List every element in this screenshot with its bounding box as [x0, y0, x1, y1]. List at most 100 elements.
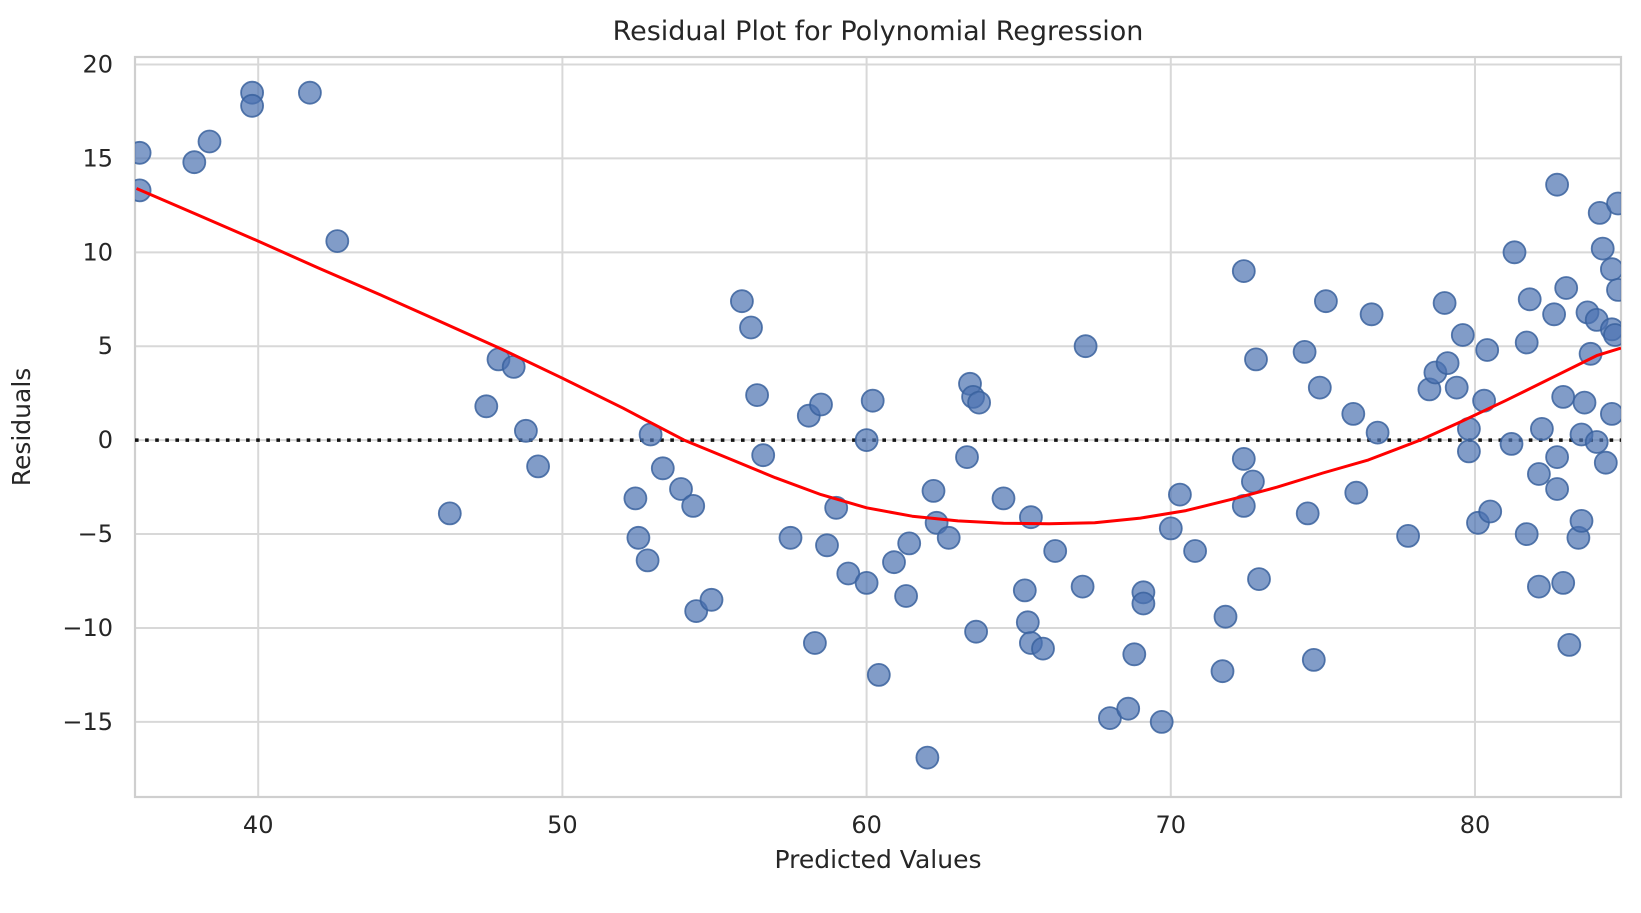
- scatter-point: [1502, 240, 1527, 265]
- scatter-point: [1545, 172, 1569, 197]
- y-tick-label-5: 5: [98, 332, 113, 360]
- scatter-point: [1584, 430, 1609, 454]
- scatter-point: [650, 456, 675, 481]
- scatter-point: [894, 584, 918, 608]
- scatter-point: [135, 140, 152, 165]
- scatter-point: [1365, 420, 1390, 445]
- scatter-point: [1122, 642, 1147, 667]
- y-tick-label-20: 20: [82, 51, 113, 79]
- scatter-point: [1551, 384, 1576, 409]
- scatter-point: [1073, 334, 1098, 359]
- scatter-point: [1457, 439, 1481, 464]
- scatter-point: [1158, 516, 1183, 541]
- scatter-point: [1551, 571, 1576, 595]
- scatter-point: [1499, 431, 1524, 456]
- scatter-point: [1514, 330, 1539, 355]
- scatter-point: [1015, 610, 1040, 635]
- scatter-point: [955, 445, 979, 470]
- scatter-point: [526, 454, 550, 479]
- y-tick-label--10: −10: [62, 614, 113, 642]
- scatter-point: [1341, 401, 1366, 426]
- scatter-point: [1210, 659, 1235, 684]
- scatter-point: [297, 80, 322, 105]
- scatter-point: [1031, 636, 1055, 661]
- tick-label-layer: 40 50 60 70 80 −15 −10 −5 0 5 10 15 20: [62, 51, 1490, 839]
- scatter-point: [1530, 416, 1554, 441]
- scatter-point: [1603, 323, 1621, 347]
- scatter-point: [921, 478, 946, 503]
- scatter-point: [882, 550, 906, 575]
- scatter-point: [803, 631, 827, 655]
- scatter-point: [1292, 339, 1317, 364]
- scatter-point: [778, 525, 803, 550]
- x-tick-label-50: 50: [547, 811, 578, 839]
- scatter-point: [681, 493, 706, 518]
- x-tick-label-40: 40: [243, 811, 274, 839]
- scatter-point: [730, 289, 754, 314]
- scatter-point: [1213, 604, 1238, 629]
- x-tick-label-70: 70: [1156, 811, 1187, 839]
- chart-title: Residual Plot for Polynomial Regression: [613, 16, 1144, 47]
- scatter-point: [751, 443, 776, 468]
- scatter-point: [1314, 289, 1338, 314]
- scatter-point: [824, 495, 849, 520]
- scatter-point: [669, 477, 693, 501]
- scatter-point: [1450, 323, 1475, 347]
- scatter-point: [1301, 648, 1326, 672]
- scatter-point: [1444, 375, 1469, 400]
- scatter-point: [626, 525, 651, 550]
- scatter-point: [1307, 375, 1332, 400]
- scatter-point: [1344, 480, 1369, 505]
- scatter-point: [1116, 696, 1141, 721]
- y-tick-label-15: 15: [82, 144, 113, 172]
- scatter-point: [1432, 291, 1457, 315]
- scatter-point: [1295, 501, 1320, 526]
- scatter-point: [1517, 287, 1542, 312]
- y-tick-label-10: 10: [82, 238, 113, 266]
- scatter-point: [967, 390, 991, 415]
- x-axis-label: Predicted Values: [775, 845, 982, 874]
- scatter-point: [1131, 591, 1156, 616]
- scatter-point: [1475, 338, 1500, 362]
- scatter-point: [1606, 278, 1621, 302]
- scatter-point: [860, 388, 885, 413]
- scatter-point: [1557, 633, 1582, 657]
- y-tick-label--15: −15: [62, 708, 113, 736]
- scatter-point: [1600, 257, 1621, 282]
- scatter-point: [182, 150, 207, 175]
- scatter-point: [836, 561, 861, 586]
- scatter-point: [1545, 445, 1569, 470]
- scatter-point: [1554, 276, 1579, 300]
- scatter-point: [1572, 390, 1597, 415]
- scatter-point: [1593, 450, 1618, 475]
- scatter-layer: [135, 80, 1621, 770]
- scatter-point: [854, 428, 879, 453]
- scatter-point: [197, 129, 222, 154]
- scatter-point: [1231, 259, 1256, 284]
- scatter-point: [1569, 509, 1594, 533]
- scatter-point: [1244, 347, 1268, 372]
- scatter-point: [1542, 302, 1566, 327]
- scatter-point: [936, 525, 961, 550]
- scatter-point: [437, 501, 462, 526]
- scatter-point: [1527, 462, 1551, 486]
- scatter-point: [1359, 302, 1384, 327]
- scatter-point: [240, 93, 265, 118]
- grid-layer: [135, 57, 1621, 797]
- scatter-point: [1606, 191, 1621, 216]
- scatter-point: [1590, 236, 1615, 261]
- scatter-point: [1183, 539, 1207, 563]
- y-axis-label: Residuals: [7, 368, 36, 487]
- scatter-point: [745, 383, 769, 408]
- scatter-point: [809, 392, 833, 417]
- scatter-point: [915, 745, 940, 770]
- scatter-point: [1241, 469, 1265, 494]
- scatter-point: [514, 418, 538, 443]
- scatter-point: [854, 571, 879, 595]
- scatter-point: [474, 394, 499, 419]
- scatter-point: [1012, 578, 1037, 603]
- lowess-trend-line: [135, 187, 1621, 526]
- y-tick-label--5: −5: [78, 520, 113, 548]
- scatter-point: [1587, 200, 1612, 225]
